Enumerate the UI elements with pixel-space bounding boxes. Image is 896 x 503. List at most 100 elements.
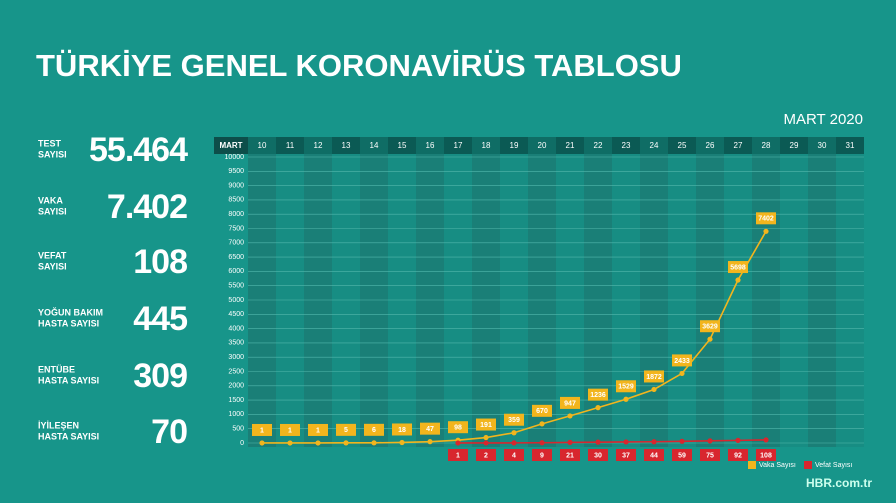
y-tick-label: 1000 [228,411,244,418]
column-stripe [836,154,864,447]
value-label: 1872 [646,374,662,381]
value-label-box [448,449,468,461]
stat-value: 309 [133,357,187,395]
y-tick-label: 5500 [228,283,244,290]
x-tick-label: 10 [258,141,267,150]
value-label: 47 [426,426,434,433]
month-cell [214,137,248,154]
value-label-box [364,423,384,436]
x-tick-label: 18 [482,141,491,150]
column-stripe [696,154,724,447]
point [511,430,517,436]
value-label: 5 [344,427,348,434]
point [651,439,657,445]
value-label: 2 [484,452,488,459]
value-label: 2433 [674,358,690,365]
value-label-box [588,388,608,401]
value-label: 670 [536,408,548,415]
stat-label: SAYISI [38,261,67,271]
value-label: 30 [594,452,602,459]
column-stripe [780,154,808,447]
value-label-box [672,449,692,461]
point [679,438,685,444]
value-label-box [560,449,580,461]
day-cell [584,137,612,154]
day-cell [696,137,724,154]
value-label: 7402 [758,216,774,223]
value-label-box [588,449,608,461]
x-tick-label: 27 [734,141,743,150]
value-label: 18 [398,427,406,434]
point [735,437,741,443]
x-tick-label: 28 [762,141,771,150]
value-label-box [252,423,272,436]
stat-label: HASTA SAYISI [38,431,99,441]
legend-label: Vefat Sayısı [815,462,852,469]
value-label: 1 [288,427,292,434]
point [651,386,657,393]
value-label-box [448,421,468,434]
value-label-box [476,418,496,431]
value-label: 1 [316,427,320,434]
x-tick-label: 29 [790,141,799,150]
y-tick-label: 5000 [228,297,244,304]
value-label-box [644,449,664,461]
point [623,396,629,402]
x-tick-label: 23 [622,141,631,150]
point [763,437,769,443]
legend-swatch [804,461,812,469]
point [287,440,293,446]
column-stripe [528,154,556,447]
point [511,440,517,446]
day-cell [780,137,808,154]
point [343,440,349,446]
value-label-box [420,422,440,435]
value-label-box [756,212,776,225]
day-cell [360,137,388,154]
y-tick-label: 9000 [228,182,244,189]
value-label-box [532,404,552,417]
value-label: 92 [734,452,742,459]
column-stripe [416,154,444,447]
value-label-box [644,370,664,383]
value-label: 1 [456,452,460,459]
stat-value: 445 [133,300,187,338]
day-cell [248,137,276,154]
value-label-box [336,423,356,436]
column-stripe [612,154,640,447]
y-tick-label: 2000 [228,383,244,390]
point [427,439,433,445]
point [259,440,265,446]
value-label: 9 [540,452,544,459]
column-stripe [444,154,472,447]
day-cell [836,137,864,154]
day-cell [304,137,332,154]
point [567,413,573,419]
point [595,439,601,445]
point [315,440,321,446]
column-stripe [808,154,836,447]
y-tick-label: 3500 [228,340,244,347]
value-label: 75 [706,452,714,459]
point [735,277,741,283]
title: TÜRKİYE GENEL KORONAVİRÜS TABLOSU [36,48,682,83]
day-cell [724,137,752,154]
value-label: 3629 [702,324,718,331]
day-cell [528,137,556,154]
value-label-box [504,413,524,426]
value-label-box [616,449,636,461]
value-label-box [728,261,748,274]
value-label: 1 [260,427,264,434]
day-cell [500,137,528,154]
value-label: 44 [650,452,658,459]
column-stripe [248,154,276,447]
value-label-box [616,380,636,393]
column-stripe [472,154,500,447]
x-tick-label: 22 [594,141,603,150]
x-tick-label: 19 [510,141,519,150]
stat-value: 7.402 [107,188,187,226]
stat-value: 55.464 [89,131,188,169]
value-label-box [756,449,776,461]
column-stripe [668,154,696,447]
